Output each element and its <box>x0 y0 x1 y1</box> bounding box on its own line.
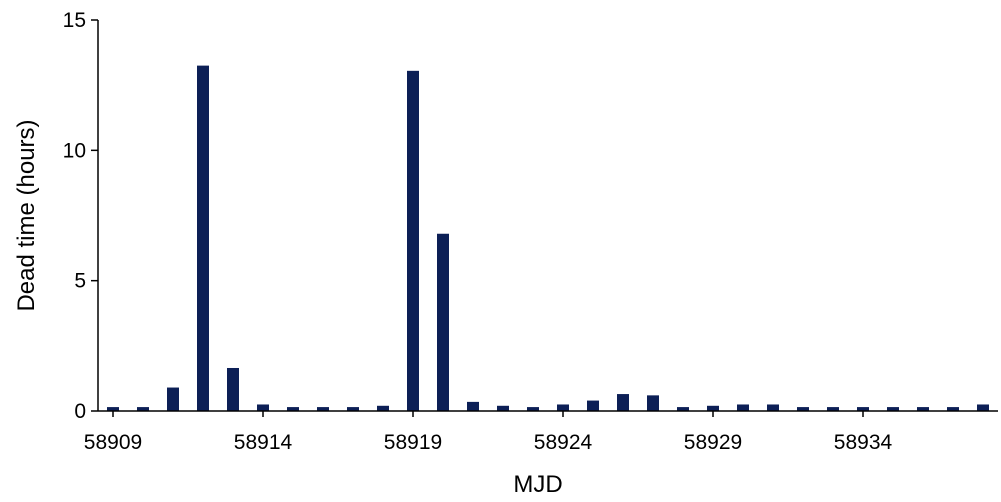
bar-58909 <box>107 407 119 411</box>
bar-58923 <box>527 407 539 411</box>
bar-58929 <box>707 405 719 411</box>
y-ticks-group: 0 5 10 15 <box>63 9 98 423</box>
bar-58916 <box>317 407 329 411</box>
y-tick-label-5: 5 <box>74 270 86 293</box>
bar-58911 <box>167 387 179 411</box>
bar-58935 <box>887 407 899 411</box>
bar-58933 <box>827 407 839 411</box>
y-tick-label-15: 15 <box>63 9 86 32</box>
bar-58931 <box>767 404 779 411</box>
bar-58934 <box>857 407 869 411</box>
x-tick-label-58919: 58919 <box>384 431 442 454</box>
y-axis-title: Dead time (hours) <box>13 119 40 311</box>
x-tick-label-58909: 58909 <box>84 431 142 454</box>
x-ticks-group: 58909 58914 58919 58924 58929 58934 <box>84 411 893 454</box>
bar-58915 <box>287 407 299 411</box>
bar-58912 <box>197 65 209 412</box>
y-tick-label-0: 0 <box>74 400 86 423</box>
bar-58924 <box>557 404 569 411</box>
x-tick-label-58914: 58914 <box>234 431 293 454</box>
bar-58914 <box>257 404 269 411</box>
x-tick-label-58924: 58924 <box>534 431 593 454</box>
bar-58910 <box>137 407 149 411</box>
bar-58932 <box>797 407 809 411</box>
bar-58928 <box>677 407 689 411</box>
bars-group <box>107 65 989 412</box>
bar-58917 <box>347 407 359 411</box>
bar-58926 <box>617 394 629 411</box>
bar-58919 <box>407 70 419 411</box>
bar-58922 <box>497 405 509 411</box>
x-axis-title: MJD <box>513 471 562 498</box>
x-tick-label-58929: 58929 <box>684 431 742 454</box>
bar-58921 <box>467 401 479 411</box>
bar-58936 <box>917 407 929 411</box>
bar-58930 <box>737 404 749 411</box>
x-tick-label-58934: 58934 <box>834 431 893 454</box>
y-tick-label-10: 10 <box>63 139 86 162</box>
bar-58918 <box>377 405 389 411</box>
bar-58920 <box>437 233 449 411</box>
bar-58913 <box>227 367 239 411</box>
bar-58938 <box>977 404 989 411</box>
bar-58925 <box>587 400 599 411</box>
bar-58937 <box>947 407 959 411</box>
bar-58927 <box>647 395 659 411</box>
